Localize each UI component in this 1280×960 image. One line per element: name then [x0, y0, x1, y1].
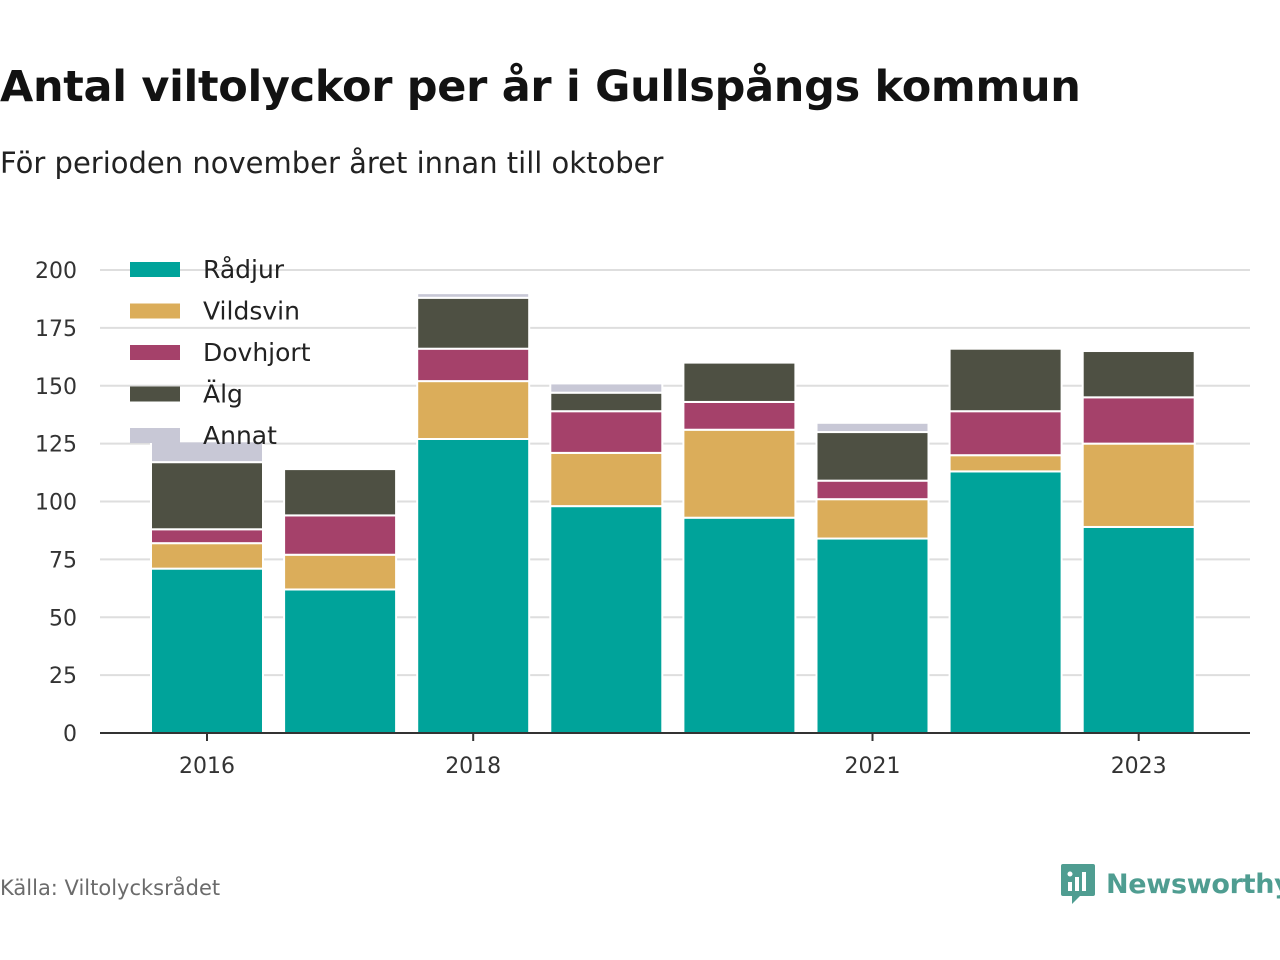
bar-segment — [1081, 396, 1196, 445]
x-tick-label: 2018 — [445, 754, 501, 779]
bar-segment — [416, 380, 531, 440]
legend-swatch — [130, 428, 180, 443]
legend-label: Annat — [203, 421, 277, 450]
bar-segment — [416, 292, 531, 299]
legend-swatch — [130, 262, 180, 277]
bar-segment — [815, 431, 930, 482]
bar-segment — [416, 437, 531, 734]
bar-segment — [1081, 442, 1196, 528]
y-tick-label: 0 — [63, 722, 77, 747]
bar-segment — [1081, 525, 1196, 735]
bars — [150, 292, 1196, 735]
bar-segment — [416, 296, 531, 350]
source-note: Källa: Viltolycksrådet — [0, 876, 221, 900]
brand-name: Newsworthy — [1106, 868, 1280, 900]
x-tick-label: 2021 — [845, 754, 901, 779]
bar-segment — [682, 428, 797, 519]
legend-label: Dovhjort — [203, 338, 311, 367]
y-tick-label: 50 — [49, 606, 77, 631]
bar-segment — [150, 567, 264, 735]
y-tick-label: 100 — [35, 491, 77, 516]
bar-segment — [815, 421, 930, 434]
y-tick-label: 175 — [35, 317, 77, 342]
legend-label: Älg — [203, 380, 243, 409]
chart-title: Antal viltolyckor per år i Gullspångs ko… — [0, 62, 1081, 112]
bar-segment — [150, 542, 264, 570]
bar-segment — [815, 537, 930, 734]
legend-label: Vildsvin — [203, 297, 300, 326]
y-axis-ticks: 0 25 50 75 100 125 150 175 200 — [35, 259, 77, 747]
bar-segment — [549, 505, 664, 734]
x-axis-ticks: 2016 2018 2021 2023 — [179, 733, 1167, 779]
legend: Rådjur Vildsvin Dovhjort Älg Annat — [130, 255, 311, 450]
bar-segment — [815, 498, 930, 540]
bar-segment — [682, 516, 797, 735]
bar-segment — [283, 553, 398, 591]
x-tick-label: 2016 — [179, 754, 235, 779]
bar-segment — [948, 347, 1063, 413]
legend-swatch — [130, 386, 180, 402]
newsworthy-logo-icon — [1061, 864, 1095, 904]
chart-subtitle: För perioden november året innan till ok… — [0, 146, 664, 180]
bar-segment — [1081, 350, 1196, 399]
bar-segment — [948, 410, 1063, 457]
grid-lines — [100, 269, 1250, 677]
bar-segment — [549, 451, 664, 508]
x-tick-label: 2023 — [1111, 754, 1167, 779]
bar-segment — [682, 361, 797, 403]
bar-segment — [682, 400, 797, 431]
y-tick-label: 75 — [49, 548, 77, 573]
y-tick-label: 150 — [35, 375, 77, 400]
bar-segment — [150, 528, 264, 545]
bar-segment — [283, 468, 398, 517]
bar-segment — [549, 410, 664, 454]
brand-logo: Newsworthy — [1060, 862, 1280, 906]
y-tick-label: 200 — [35, 259, 77, 284]
legend-swatch — [130, 303, 180, 319]
bar-segment — [416, 347, 531, 383]
bar-segment — [948, 470, 1063, 734]
y-tick-label: 25 — [49, 664, 77, 689]
bar-segment — [549, 382, 664, 394]
bar-segment — [283, 588, 398, 734]
bar-segment — [150, 440, 264, 464]
bar-segment — [815, 479, 930, 501]
bar-segment — [948, 454, 1063, 473]
legend-label: Rådjur — [203, 255, 285, 284]
bar-segment — [549, 391, 664, 413]
legend-swatch — [130, 345, 180, 360]
bar-segment — [283, 514, 398, 556]
bar-segment — [150, 461, 264, 531]
y-tick-label: 125 — [35, 433, 77, 458]
